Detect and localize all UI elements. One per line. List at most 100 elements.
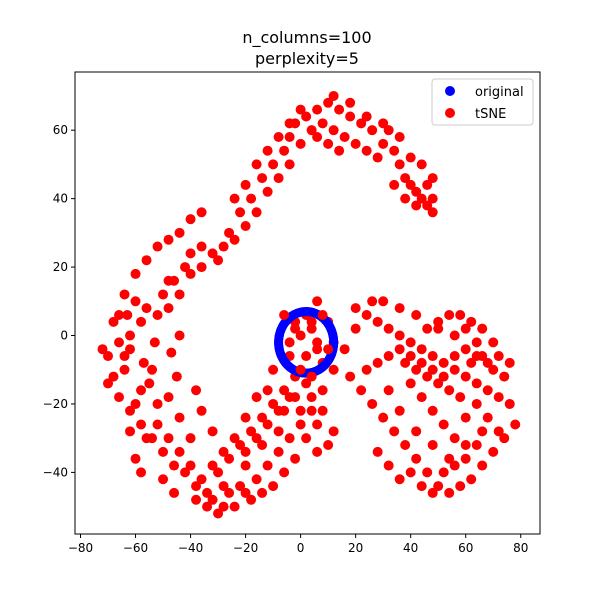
tsne-point [416, 357, 427, 368]
tsne-point [240, 221, 251, 231]
tsne-point [455, 309, 466, 320]
tsne-point [400, 193, 411, 204]
tsne-point [460, 344, 471, 355]
tsne-point [460, 371, 471, 382]
tsne-point [119, 289, 130, 300]
tsne-point [372, 357, 383, 368]
tsne-point [158, 289, 169, 300]
x-tick-label: 20 [348, 541, 363, 555]
tsne-point [196, 241, 207, 252]
tsne-point [438, 357, 449, 368]
tsne-point [152, 419, 163, 430]
tsne-point [174, 330, 185, 341]
tsne-point [449, 433, 460, 444]
tsne-point [141, 255, 152, 266]
tsne-point [383, 351, 394, 362]
tsne-point [224, 487, 235, 498]
tsne-point [356, 118, 367, 129]
tsne-point [400, 440, 411, 451]
tsne-point [235, 207, 246, 218]
tsne-point [312, 337, 323, 348]
tsne-point [295, 104, 306, 115]
tsne-point [378, 138, 389, 149]
tsne-point [301, 111, 312, 122]
tsne-point [295, 364, 306, 375]
tsne-point [493, 351, 504, 362]
tsne-point [295, 419, 306, 430]
tsne-point [251, 474, 262, 485]
tsne-point [262, 385, 273, 396]
tsne-point [103, 351, 114, 362]
tsne-point [438, 419, 449, 430]
legend-marker-tsne [445, 108, 455, 118]
tsne-point [433, 378, 444, 389]
tsne-point [438, 467, 449, 478]
tsne-point [185, 248, 196, 259]
tsne-point [306, 316, 317, 327]
tsne-point [449, 351, 460, 362]
tsne-point [482, 385, 493, 396]
tsne-point [103, 378, 114, 389]
legend-box [431, 78, 534, 126]
tsne-point [504, 398, 515, 409]
tsne-point [163, 392, 174, 403]
tsne-point [171, 371, 182, 382]
tsne-point [152, 241, 163, 252]
tsne-point [378, 412, 389, 423]
tsne-point [130, 453, 141, 464]
tsne-point [268, 481, 279, 492]
tsne-point [295, 405, 306, 416]
tsne-point [444, 487, 455, 498]
tsne-point [350, 303, 361, 314]
tsne-point [372, 316, 383, 327]
tsne-point [427, 351, 438, 362]
y-tick-label: −40 [43, 465, 68, 479]
tsne-point [257, 440, 268, 451]
tsne-point [306, 405, 317, 416]
tsne-point [257, 173, 268, 184]
tsne-point [328, 90, 339, 101]
tsne-point [460, 412, 471, 423]
tsne-point [416, 344, 427, 355]
tsne-point [169, 460, 180, 471]
tsne-point [482, 412, 493, 423]
tsne-point [455, 481, 466, 492]
tsne-point [394, 405, 405, 416]
tsne-point [328, 125, 339, 136]
tsne-point [284, 132, 295, 143]
tsne-point [334, 145, 345, 156]
tsne-point [361, 309, 372, 320]
tsne-point [257, 487, 268, 498]
tsne-point [471, 440, 482, 451]
tsne-point [185, 214, 196, 225]
tsne-point [422, 371, 433, 382]
tsne-point [191, 494, 202, 505]
x-tick-label: −20 [233, 541, 258, 555]
tsne-point [339, 344, 350, 355]
tsne-point [422, 179, 433, 190]
tsne-point [411, 186, 422, 197]
tsne-point [213, 508, 224, 519]
tsne-point [389, 179, 400, 190]
tsne-point [273, 405, 284, 416]
tsne-point [427, 193, 438, 204]
tsne-point [119, 364, 130, 375]
tsne-point [312, 104, 323, 115]
tsne-point [493, 426, 504, 437]
tsne-point [196, 474, 207, 485]
tsne-point [378, 118, 389, 129]
tsne-point [411, 200, 422, 211]
tsne-point [163, 433, 174, 444]
x-tick-label: 40 [403, 541, 418, 555]
tsne-point [284, 337, 295, 348]
tsne-point [108, 316, 119, 327]
tsne-point [218, 241, 229, 252]
tsne-point [328, 364, 339, 375]
tsne-point [279, 145, 290, 156]
tsne-point [207, 460, 218, 471]
tsne-point [268, 398, 279, 409]
tsne-point [411, 426, 422, 437]
tsne-point [466, 357, 477, 368]
tsne-point [224, 453, 235, 464]
